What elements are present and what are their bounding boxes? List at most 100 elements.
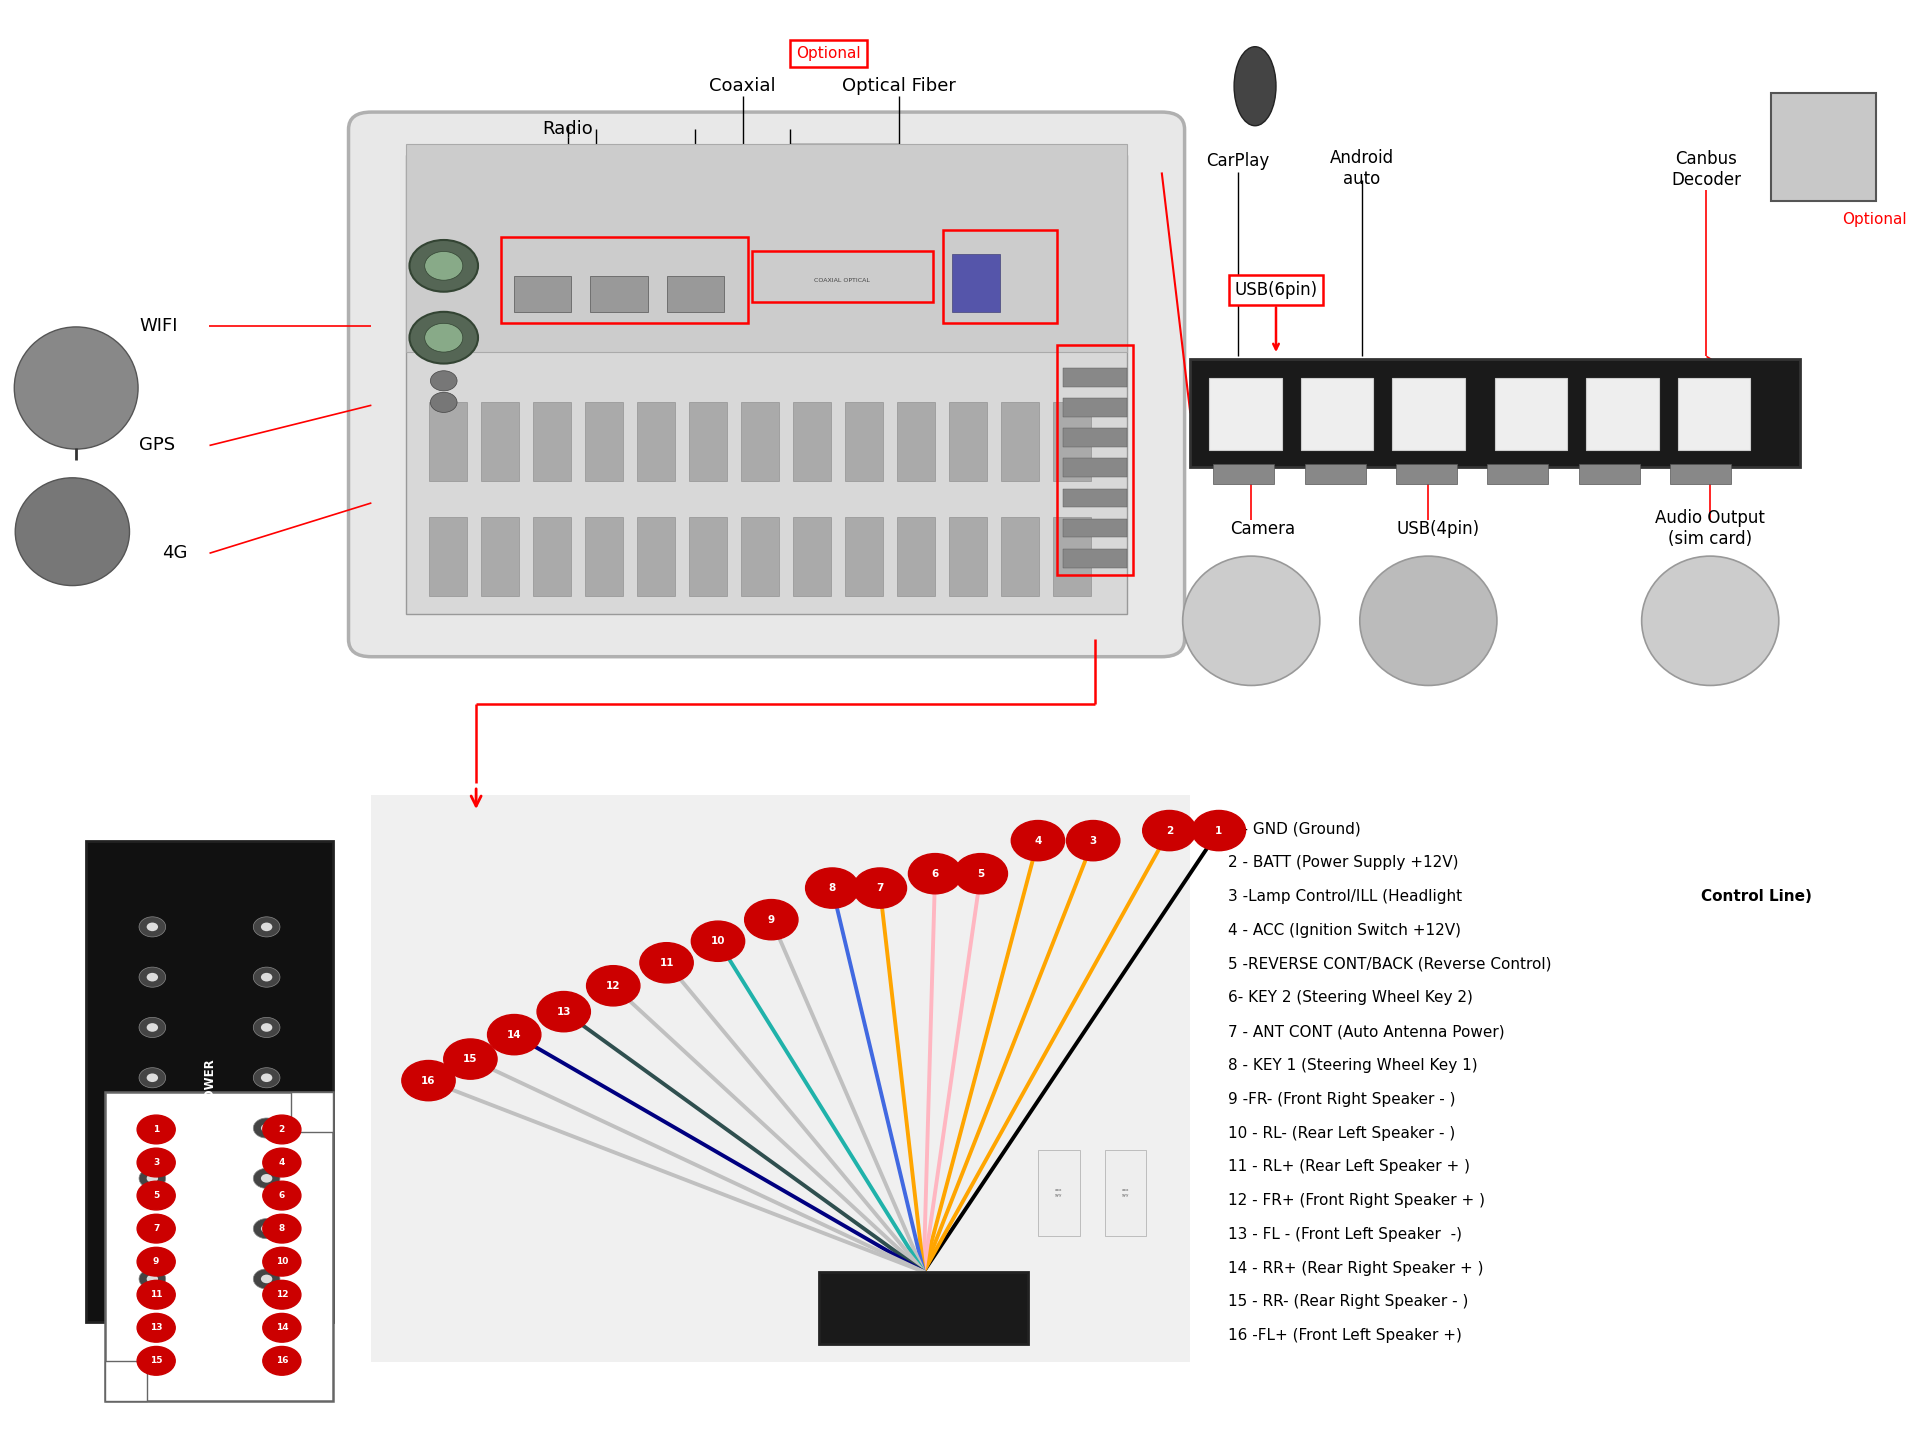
Bar (501, 237, 749, 323)
Circle shape (136, 1115, 175, 1144)
Text: Canbus
Decoder: Canbus Decoder (1672, 149, 1741, 190)
Circle shape (263, 1148, 301, 1177)
Text: 12 - FR+ (Front Right Speaker + ): 12 - FR+ (Front Right Speaker + ) (1229, 1193, 1486, 1209)
Circle shape (146, 923, 157, 931)
Circle shape (138, 1068, 165, 1088)
Circle shape (908, 854, 962, 894)
Text: 7: 7 (876, 884, 883, 892)
Bar (1190, 359, 1799, 467)
Circle shape (745, 900, 799, 940)
Circle shape (263, 1214, 301, 1243)
Text: xxx
yyy: xxx yyy (1121, 1188, 1129, 1197)
Bar (1062, 428, 1127, 447)
Bar (845, 402, 883, 481)
Circle shape (263, 1181, 301, 1210)
Text: 13: 13 (150, 1323, 163, 1332)
Circle shape (409, 312, 478, 364)
Circle shape (136, 1214, 175, 1243)
Circle shape (261, 923, 273, 931)
Circle shape (253, 917, 280, 937)
Ellipse shape (1642, 556, 1778, 685)
Circle shape (409, 240, 478, 292)
Circle shape (146, 1023, 157, 1032)
Bar (405, 155, 1127, 614)
Bar (793, 517, 831, 596)
Bar (741, 402, 780, 481)
Text: USB(4pin): USB(4pin) (1396, 520, 1480, 537)
Ellipse shape (1359, 556, 1498, 685)
Text: 15 - RR- (Rear Right Speaker - ): 15 - RR- (Rear Right Speaker - ) (1229, 1295, 1469, 1309)
Circle shape (253, 1168, 280, 1188)
Bar (1496, 378, 1567, 450)
Circle shape (253, 1118, 280, 1138)
Bar (1058, 345, 1133, 575)
Bar (589, 276, 647, 312)
Text: Android
auto: Android auto (1331, 148, 1394, 188)
Bar (1304, 464, 1365, 484)
Circle shape (263, 1346, 301, 1375)
Text: 9: 9 (768, 915, 776, 924)
Bar (952, 254, 1000, 312)
Circle shape (261, 1023, 273, 1032)
Bar (1000, 402, 1039, 481)
Circle shape (253, 1219, 280, 1239)
Bar (820, 1272, 1029, 1344)
Bar (1000, 517, 1039, 596)
Text: 16 -FL+ (Front Left Speaker +): 16 -FL+ (Front Left Speaker +) (1229, 1328, 1463, 1344)
Text: 9 -FR- (Front Right Speaker - ): 9 -FR- (Front Right Speaker - ) (1229, 1092, 1455, 1106)
Bar (515, 276, 572, 312)
Bar (1104, 1150, 1146, 1236)
Bar (948, 402, 987, 481)
Text: Coaxial: Coaxial (708, 78, 776, 95)
Text: 5: 5 (154, 1191, 159, 1200)
Text: WIFI: WIFI (138, 318, 177, 335)
Bar (584, 517, 622, 596)
Circle shape (806, 868, 858, 908)
Bar (689, 517, 726, 596)
Text: 6- KEY 2 (Steering Wheel Key 2): 6- KEY 2 (Steering Wheel Key 2) (1229, 990, 1473, 1006)
Bar (106, 1092, 334, 1401)
Ellipse shape (1235, 46, 1277, 126)
Text: 2 - BATT (Power Supply +12V): 2 - BATT (Power Supply +12V) (1229, 855, 1459, 871)
Circle shape (253, 967, 280, 987)
Circle shape (538, 992, 589, 1032)
Circle shape (138, 1168, 165, 1188)
Text: 6: 6 (931, 869, 939, 878)
Text: Audio Output
(sim card): Audio Output (sim card) (1655, 509, 1764, 549)
Circle shape (146, 1174, 157, 1183)
Text: 5: 5 (977, 869, 985, 878)
Bar (106, 1361, 146, 1401)
Text: Optional: Optional (797, 46, 860, 60)
Bar (1300, 378, 1373, 450)
Circle shape (1142, 810, 1196, 851)
Bar (1770, 93, 1876, 201)
Text: COAXIAL OPTICAL: COAXIAL OPTICAL (814, 277, 870, 283)
Circle shape (146, 1275, 157, 1283)
Bar (1062, 398, 1127, 417)
Circle shape (424, 251, 463, 280)
Bar (1392, 378, 1465, 450)
Bar (480, 517, 518, 596)
Circle shape (691, 921, 745, 961)
Bar (1578, 464, 1640, 484)
Text: 3: 3 (154, 1158, 159, 1167)
Circle shape (253, 1017, 280, 1038)
Text: Control Line): Control Line) (1701, 890, 1812, 904)
Circle shape (263, 1313, 301, 1342)
Circle shape (1192, 810, 1246, 851)
Circle shape (136, 1247, 175, 1276)
Bar (1586, 378, 1659, 450)
Bar (480, 402, 518, 481)
Text: 9: 9 (154, 1257, 159, 1266)
Text: 4: 4 (278, 1158, 284, 1167)
Circle shape (261, 1174, 273, 1183)
Bar (1062, 519, 1127, 537)
Bar (793, 402, 831, 481)
Circle shape (852, 868, 906, 908)
Bar (689, 402, 726, 481)
Bar (1396, 464, 1457, 484)
Bar (1052, 517, 1091, 596)
FancyBboxPatch shape (349, 112, 1185, 657)
Bar (532, 517, 570, 596)
Text: Camera: Camera (1231, 520, 1296, 537)
